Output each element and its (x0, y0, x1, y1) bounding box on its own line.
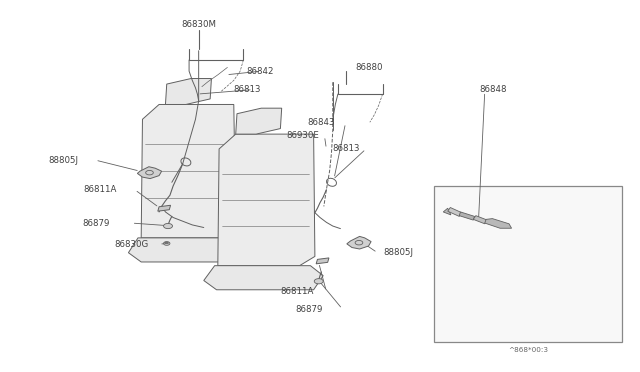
Polygon shape (166, 78, 211, 105)
Polygon shape (484, 219, 511, 228)
Polygon shape (129, 238, 243, 262)
Polygon shape (448, 208, 462, 217)
Text: 86930E: 86930E (286, 131, 319, 141)
Polygon shape (141, 105, 236, 238)
Text: 86830G: 86830G (115, 240, 148, 249)
Text: 86830M: 86830M (181, 20, 216, 29)
Text: 88805J: 88805J (384, 248, 414, 257)
FancyBboxPatch shape (434, 186, 622, 341)
Text: 86879: 86879 (83, 219, 110, 228)
Text: 86848: 86848 (479, 85, 507, 94)
Text: 88805J: 88805J (49, 155, 79, 164)
Polygon shape (460, 212, 474, 220)
Text: 86843: 86843 (307, 119, 335, 128)
Polygon shape (473, 216, 487, 224)
Polygon shape (138, 167, 162, 179)
Text: 86879: 86879 (296, 305, 323, 314)
Text: 86813: 86813 (234, 85, 261, 94)
Polygon shape (158, 205, 171, 211)
Text: 86842: 86842 (246, 67, 274, 76)
Text: 86813: 86813 (333, 144, 360, 153)
Polygon shape (444, 208, 451, 215)
Text: 86811A: 86811A (84, 185, 117, 194)
Polygon shape (204, 266, 323, 290)
Text: 86880: 86880 (355, 63, 383, 72)
Text: 86811A: 86811A (280, 287, 314, 296)
Circle shape (314, 279, 323, 284)
Polygon shape (218, 134, 315, 266)
Polygon shape (347, 236, 371, 249)
Polygon shape (236, 108, 282, 134)
Circle shape (164, 241, 170, 245)
Text: ^868*00:3: ^868*00:3 (508, 347, 548, 353)
Polygon shape (316, 258, 329, 264)
Circle shape (164, 224, 173, 229)
